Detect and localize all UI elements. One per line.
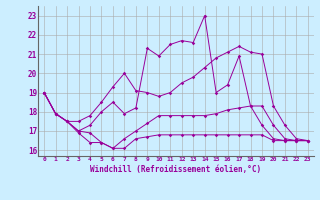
X-axis label: Windchill (Refroidissement éolien,°C): Windchill (Refroidissement éolien,°C)	[91, 165, 261, 174]
